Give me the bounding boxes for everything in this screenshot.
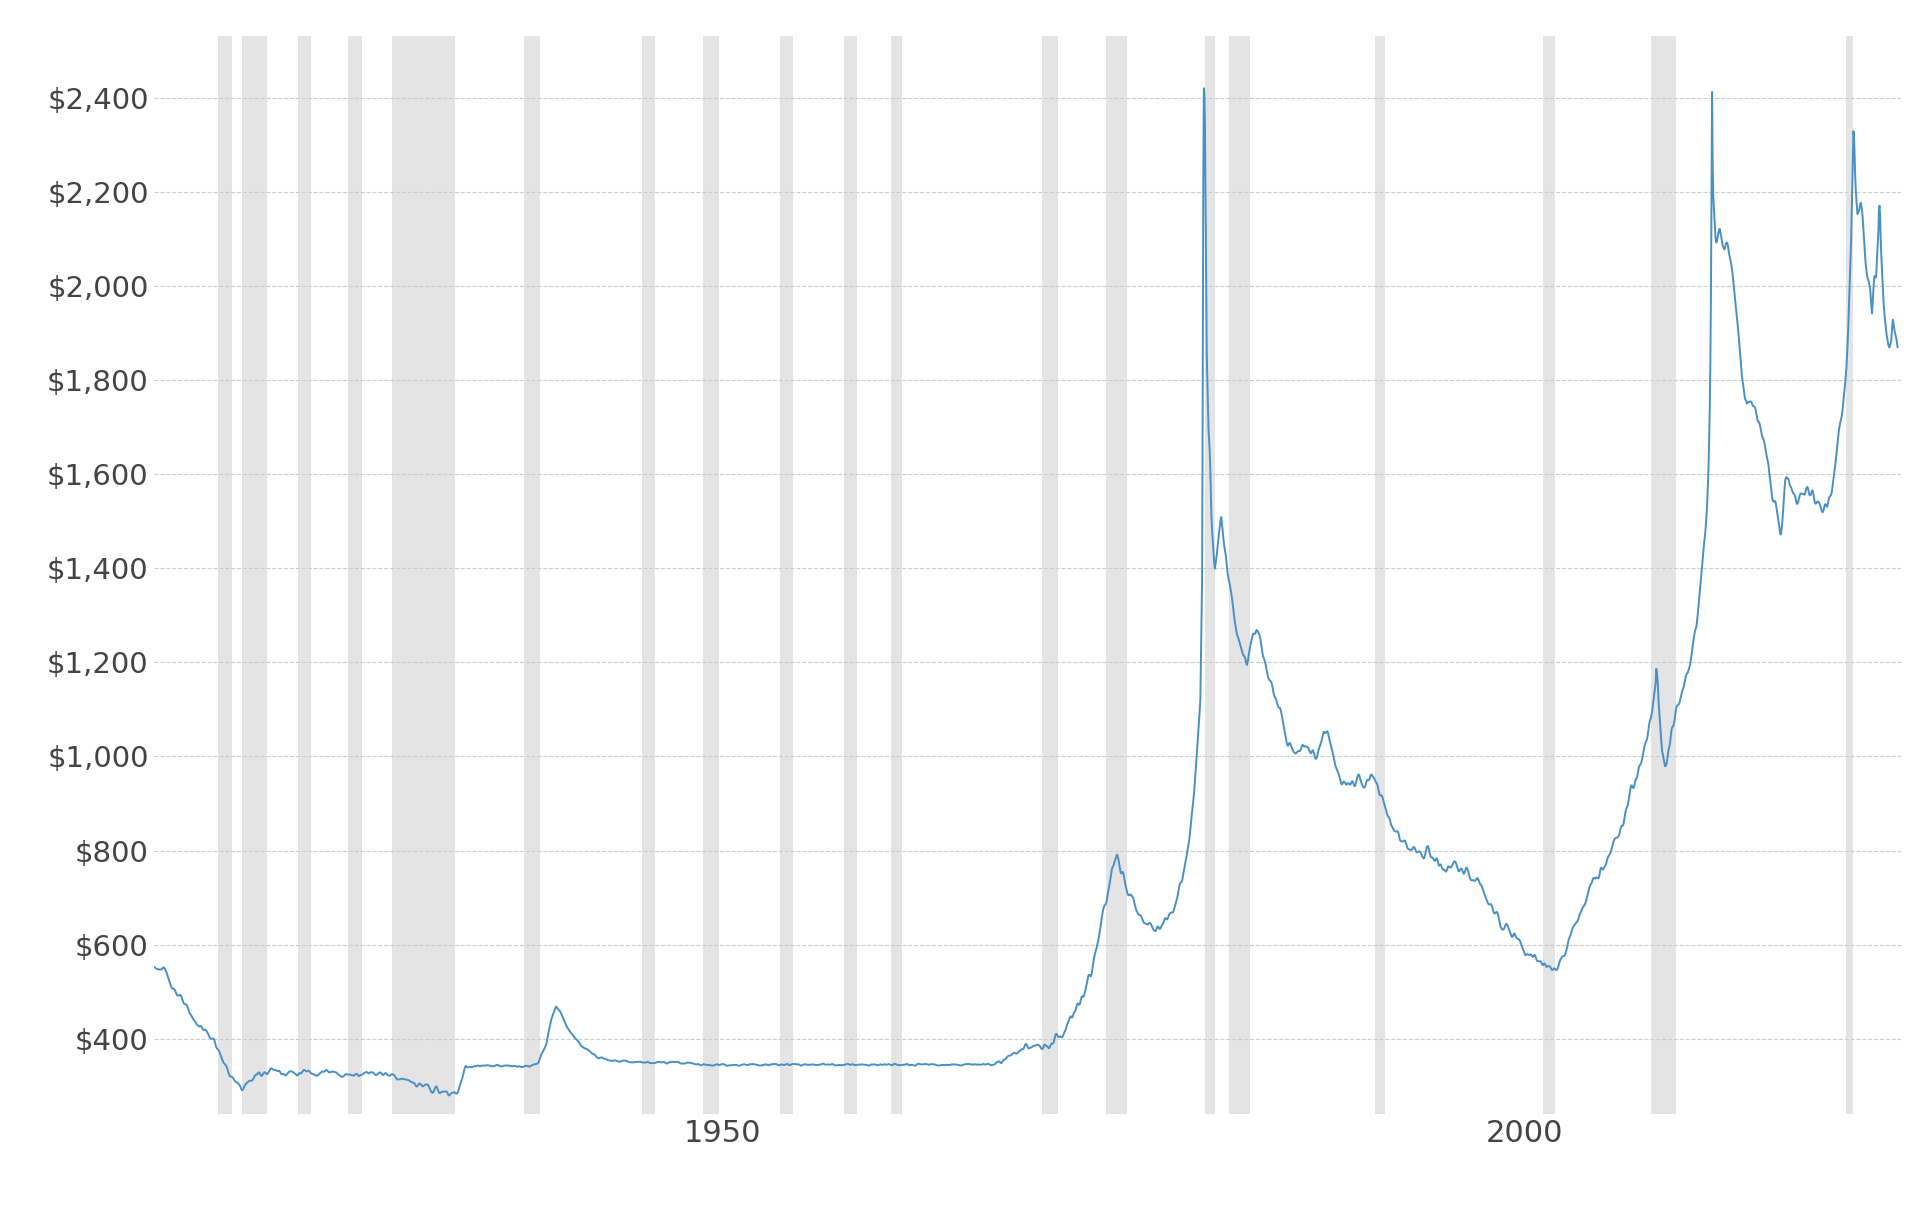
Bar	[242, 36, 267, 1114]
Bar	[643, 36, 655, 1114]
Bar	[1206, 36, 1215, 1114]
Bar	[1847, 36, 1853, 1114]
Bar	[1229, 36, 1250, 1114]
Bar	[1544, 36, 1555, 1114]
Bar	[780, 36, 793, 1114]
Bar	[845, 36, 858, 1114]
Bar	[1043, 36, 1058, 1114]
Bar	[1106, 36, 1127, 1114]
Bar	[348, 36, 363, 1114]
Bar	[1651, 36, 1676, 1114]
Bar	[891, 36, 902, 1114]
Bar	[1375, 36, 1384, 1114]
Bar	[392, 36, 455, 1114]
Bar	[703, 36, 720, 1114]
Bar	[524, 36, 540, 1114]
Bar	[298, 36, 311, 1114]
Bar	[217, 36, 232, 1114]
